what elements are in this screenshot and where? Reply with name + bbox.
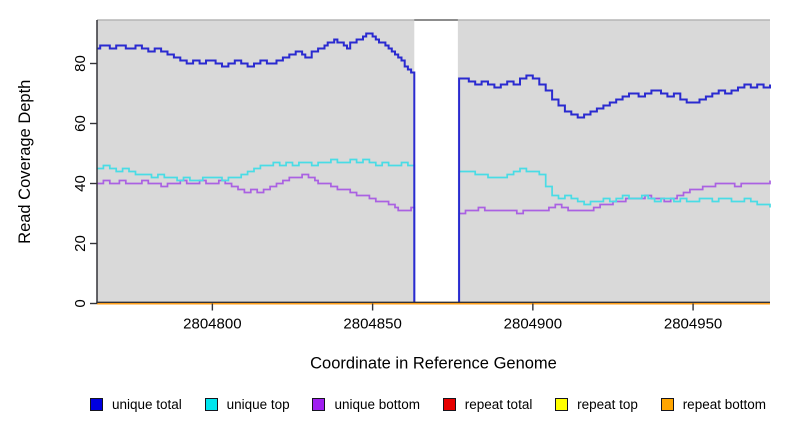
coverage-chart: 0 20 40 60 80 2804800 2804850 2804900 2804950 Coo… xyxy=(16,19,771,373)
x-tick-label: 2804800 xyxy=(183,316,241,333)
series-line-unique-top xyxy=(97,158,416,304)
no-data-gap xyxy=(414,20,458,304)
series-line-unique-bottom xyxy=(97,173,416,304)
x-tick-label: 2804850 xyxy=(343,316,401,333)
y-tick-label: 0 xyxy=(72,299,89,307)
legend-item-repeat-bottom: repeat bottom xyxy=(660,397,766,412)
series-line-unique-top xyxy=(458,167,771,304)
legend-label: repeat total xyxy=(464,397,533,412)
repeat-total-swatch-icon xyxy=(442,398,456,411)
y-tick-label: 80 xyxy=(72,55,89,72)
repeat-bottom-swatch-icon xyxy=(660,398,674,411)
legend-label: repeat bottom xyxy=(682,397,766,412)
legend-item-repeat-top: repeat top xyxy=(555,397,638,412)
legend-item-unique-total: unique total xyxy=(90,397,182,412)
legend-item-unique-top: unique top xyxy=(204,397,290,412)
x-axis-title: Coordinate in Reference Genome xyxy=(310,355,557,373)
unique-top-swatch-icon xyxy=(204,398,218,411)
x-tick-label: 2804900 xyxy=(504,316,562,333)
legend: unique total unique top unique bottom re… xyxy=(90,397,766,412)
legend-item-repeat-total: repeat total xyxy=(442,397,533,412)
repeat-top-swatch-icon xyxy=(555,398,569,411)
legend-item-unique-bottom: unique bottom xyxy=(312,397,420,412)
x-tick-label: 2804950 xyxy=(664,316,722,333)
y-tick-label: 60 xyxy=(72,115,89,132)
y-tick-label: 40 xyxy=(72,175,89,192)
unique-bottom-swatch-icon xyxy=(312,398,326,411)
legend-label: repeat top xyxy=(577,397,638,412)
y-tick-label: 20 xyxy=(72,235,89,252)
unique-total-swatch-icon xyxy=(90,398,103,411)
legend-label: unique bottom xyxy=(334,397,420,412)
series-line-unique-total xyxy=(97,32,416,304)
series-line-unique-total xyxy=(458,74,771,304)
legend-label: unique total xyxy=(112,397,182,412)
legend-label: unique top xyxy=(226,397,290,412)
y-axis-title: Read Coverage Depth xyxy=(16,80,34,244)
